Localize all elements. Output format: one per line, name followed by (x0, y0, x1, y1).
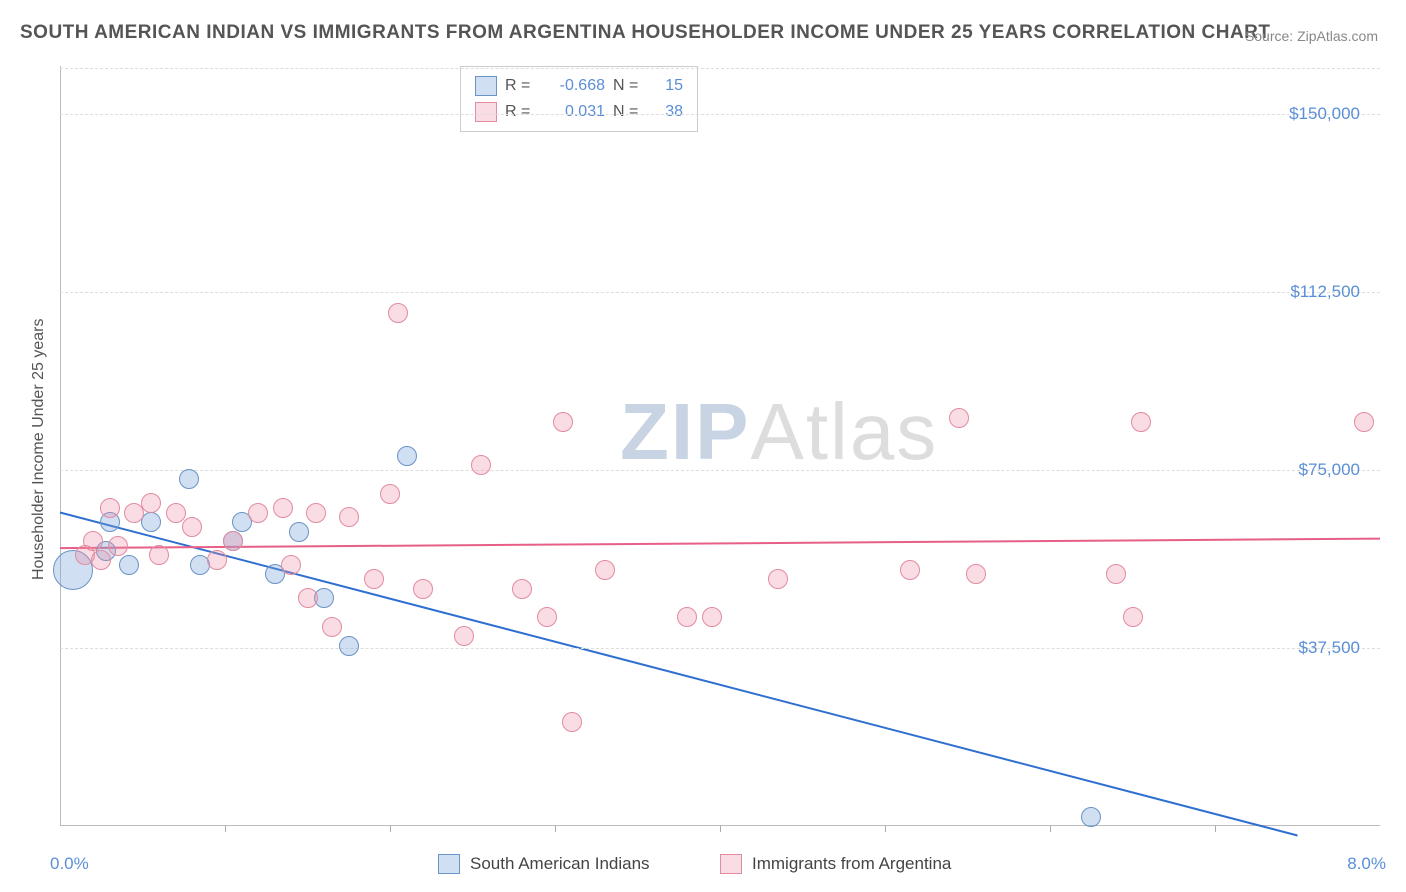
data-point (413, 579, 433, 599)
x-min-label: 0.0% (50, 854, 89, 874)
data-point (100, 498, 120, 518)
correlation-row-0: R = -0.668 N = 15 (475, 73, 683, 99)
n-value-0: 15 (649, 77, 683, 95)
data-point (1354, 412, 1374, 432)
swatch-series-1 (475, 102, 497, 122)
regression-line (60, 513, 1298, 836)
data-point (1123, 607, 1143, 627)
data-point (166, 503, 186, 523)
data-point (289, 522, 309, 542)
data-point (1081, 807, 1101, 827)
data-point (91, 550, 111, 570)
data-point (553, 412, 573, 432)
regression-line (60, 539, 1380, 549)
data-point (380, 484, 400, 504)
chart-svg (60, 66, 1380, 826)
r-value-0: -0.668 (541, 77, 605, 95)
r-label: R = (505, 77, 533, 95)
x-tick (225, 826, 226, 832)
data-point (900, 560, 920, 580)
correlation-legend: R = -0.668 N = 15 R = 0.031 N = 38 (460, 66, 698, 132)
data-point (397, 446, 417, 466)
data-point (768, 569, 788, 589)
r-label: R = (505, 103, 533, 121)
source-label: Source: ZipAtlas.com (1245, 28, 1378, 44)
data-point (108, 536, 128, 556)
n-value-1: 38 (649, 103, 683, 121)
swatch-series-0 (475, 76, 497, 96)
gridline-h (60, 648, 1380, 649)
data-point (966, 564, 986, 584)
gridline-h (60, 68, 1380, 69)
data-point (595, 560, 615, 580)
data-point (702, 607, 722, 627)
data-point (119, 555, 139, 575)
data-point (454, 626, 474, 646)
data-point (182, 517, 202, 537)
series-legend-1: Immigrants from Argentina (720, 854, 951, 874)
n-label: N = (613, 77, 641, 95)
x-tick (720, 826, 721, 832)
chart-title: SOUTH AMERICAN INDIAN VS IMMIGRANTS FROM… (20, 22, 1271, 44)
data-point (388, 303, 408, 323)
y-tick-label: $112,500 (1290, 282, 1360, 302)
series-legend-0: South American Indians (438, 854, 650, 874)
data-point (677, 607, 697, 627)
x-tick (1215, 826, 1216, 832)
data-point (537, 607, 557, 627)
gridline-h (60, 292, 1380, 293)
data-point (339, 507, 359, 527)
series-label-0: South American Indians (470, 854, 650, 874)
data-point (364, 569, 384, 589)
data-point (273, 498, 293, 518)
y-tick-label: $150,000 (1289, 104, 1360, 124)
y-axis-label: Householder Income Under 25 years (30, 319, 48, 580)
data-point (298, 588, 318, 608)
y-tick-label: $37,500 (1299, 638, 1360, 658)
gridline-h (60, 114, 1380, 115)
x-max-label: 8.0% (1347, 854, 1386, 874)
x-tick (885, 826, 886, 832)
data-point (83, 531, 103, 551)
data-point (562, 712, 582, 732)
data-point (248, 503, 268, 523)
x-tick (555, 826, 556, 832)
data-point (223, 531, 243, 551)
x-tick (1050, 826, 1051, 832)
data-point (141, 493, 161, 513)
data-point (322, 617, 342, 637)
r-value-1: 0.031 (541, 103, 605, 121)
data-point (179, 469, 199, 489)
gridline-h (60, 470, 1380, 471)
data-point (949, 408, 969, 428)
series-label-1: Immigrants from Argentina (752, 854, 951, 874)
data-point (207, 550, 227, 570)
swatch-bottom-0 (438, 854, 460, 874)
data-point (1131, 412, 1151, 432)
data-point (1106, 564, 1126, 584)
x-tick (390, 826, 391, 832)
plot-area: ZIPAtlas R = -0.668 N = 15 R = 0.031 N =… (60, 66, 1380, 826)
data-point (281, 555, 301, 575)
data-point (471, 455, 491, 475)
data-point (306, 503, 326, 523)
swatch-bottom-1 (720, 854, 742, 874)
n-label: N = (613, 103, 641, 121)
data-point (512, 579, 532, 599)
data-point (339, 636, 359, 656)
correlation-row-1: R = 0.031 N = 38 (475, 99, 683, 125)
data-point (149, 545, 169, 565)
y-tick-label: $75,000 (1299, 460, 1360, 480)
